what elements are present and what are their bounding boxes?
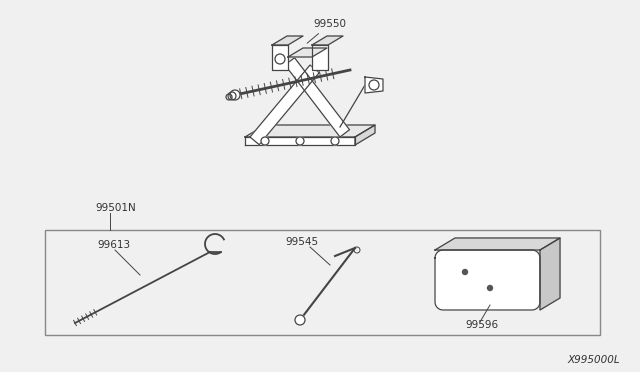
Circle shape [275, 54, 285, 64]
Polygon shape [540, 238, 560, 310]
Text: X995000L: X995000L [568, 355, 620, 365]
Polygon shape [355, 125, 375, 145]
Circle shape [261, 137, 269, 145]
Circle shape [295, 315, 305, 325]
Circle shape [369, 80, 379, 90]
Bar [45, 230, 600, 335]
Circle shape [226, 94, 232, 100]
Circle shape [488, 285, 493, 291]
Circle shape [463, 269, 467, 275]
Polygon shape [272, 45, 288, 70]
Polygon shape [435, 250, 540, 310]
Polygon shape [250, 65, 319, 145]
Polygon shape [365, 77, 383, 93]
Circle shape [296, 137, 304, 145]
Polygon shape [245, 137, 355, 145]
Polygon shape [245, 125, 375, 137]
Text: 99550: 99550 [307, 19, 346, 43]
Text: 99596: 99596 [465, 320, 498, 330]
Polygon shape [435, 238, 560, 250]
Text: 99613: 99613 [97, 240, 130, 250]
Circle shape [331, 137, 339, 145]
Polygon shape [288, 48, 327, 57]
Text: 99545: 99545 [285, 237, 318, 247]
Polygon shape [272, 36, 303, 45]
Polygon shape [312, 36, 343, 45]
Polygon shape [285, 58, 349, 137]
Circle shape [230, 90, 240, 100]
Polygon shape [312, 45, 328, 70]
Text: 99501N: 99501N [95, 203, 136, 213]
Circle shape [228, 92, 236, 100]
